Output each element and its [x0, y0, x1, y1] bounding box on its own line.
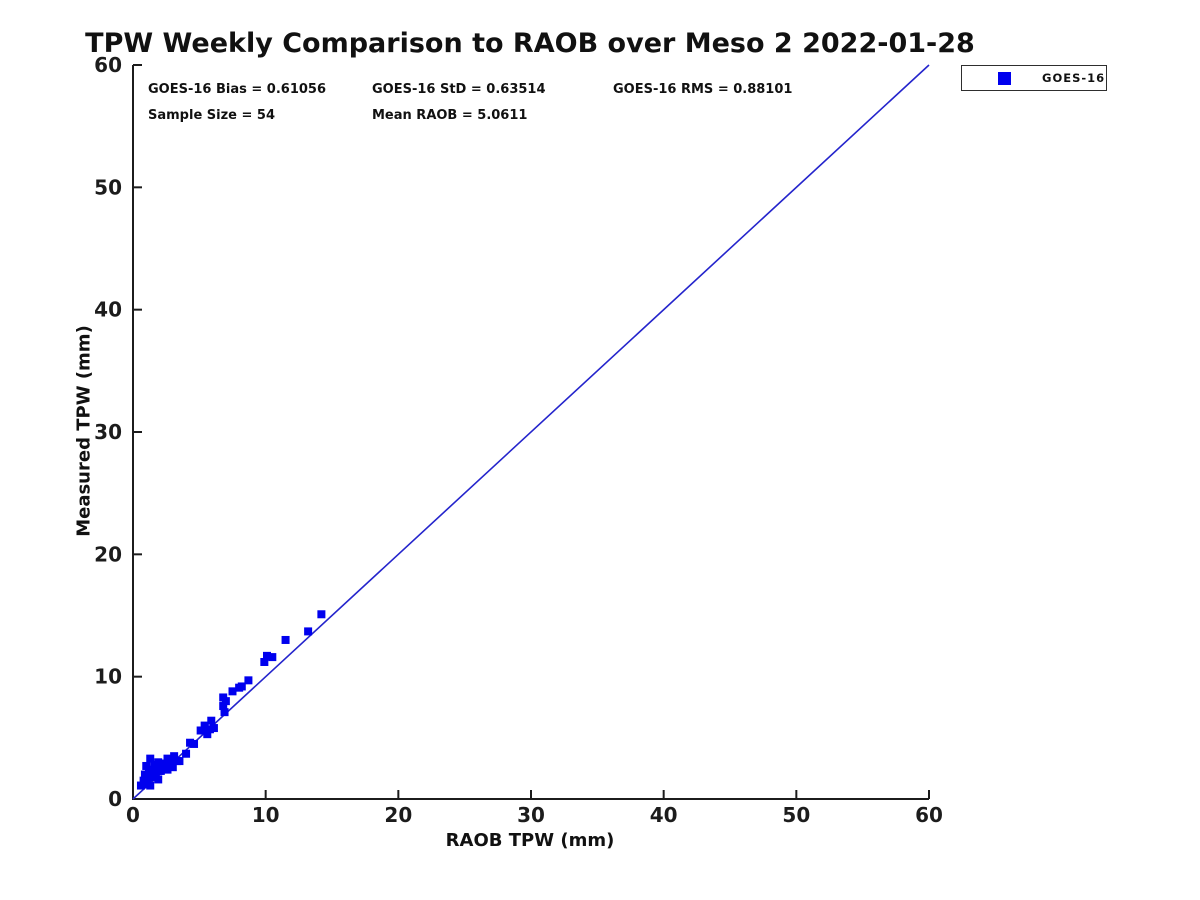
y-tick-label: 20	[94, 542, 122, 566]
x-tick-label: 20	[384, 803, 412, 827]
scatter-point	[203, 730, 212, 739]
stat-std: GOES-16 StD = 0.63514	[372, 82, 546, 97]
scatter-point	[317, 610, 326, 619]
scatter-point	[304, 627, 313, 636]
scatter-point	[170, 752, 179, 761]
y-tick-label: 60	[94, 53, 122, 77]
scatter-point	[163, 765, 172, 774]
x-tick-label: 50	[782, 803, 810, 827]
legend-square-marker-icon	[998, 71, 1011, 85]
chart-title: TPW Weekly Comparison to RAOB over Meso …	[85, 28, 975, 59]
scatter-point	[281, 635, 290, 644]
x-axis-label: RAOB TPW (mm)	[445, 830, 615, 851]
scatter-point	[168, 763, 177, 772]
scatter-point	[146, 781, 155, 790]
identity-line	[132, 64, 930, 800]
y-tick-label: 50	[94, 175, 122, 199]
scatter-point	[154, 775, 163, 784]
stat-rms: GOES-16 RMS = 0.88101	[613, 82, 793, 97]
legend-label: GOES-16	[1042, 71, 1106, 85]
legend-box: GOES-16	[961, 65, 1107, 91]
scatter-point	[237, 682, 246, 691]
scatter-point	[221, 697, 230, 706]
x-tick-label: 60	[915, 803, 943, 827]
scatter-point	[200, 721, 209, 730]
scatter-point	[209, 724, 218, 733]
scatter-point	[190, 739, 199, 748]
scatter-point	[268, 653, 277, 662]
y-axis-label: Measured TPW (mm)	[73, 325, 95, 537]
x-tick-label: 10	[252, 803, 280, 827]
scatter-point	[197, 726, 206, 735]
y-tick-label: 30	[94, 420, 122, 444]
stat-bias: GOES-16 Bias = 0.61056	[148, 82, 327, 97]
stat-sample-size: Sample Size = 54	[148, 108, 276, 123]
scatter-point	[219, 702, 228, 711]
scatter-point	[262, 651, 271, 660]
x-tick-label: 40	[650, 803, 678, 827]
scatter-point	[146, 754, 155, 763]
x-tick-label: 0	[126, 803, 140, 827]
scatter-point	[228, 687, 237, 696]
scatter-point	[260, 657, 269, 666]
y-tick-label: 0	[108, 787, 122, 811]
scatter-point	[167, 758, 176, 767]
stat-mean-raob: Mean RAOB = 5.0611	[372, 108, 528, 123]
scatter-point	[220, 708, 229, 717]
scatter-point	[182, 749, 191, 758]
y-tick-label: 10	[94, 665, 122, 689]
scatter-point	[175, 757, 184, 766]
y-tick-label: 40	[94, 298, 122, 322]
scatter-point	[244, 676, 253, 685]
scatter-point	[207, 716, 216, 725]
x-tick-label: 30	[517, 803, 545, 827]
scatter-point	[142, 761, 151, 770]
